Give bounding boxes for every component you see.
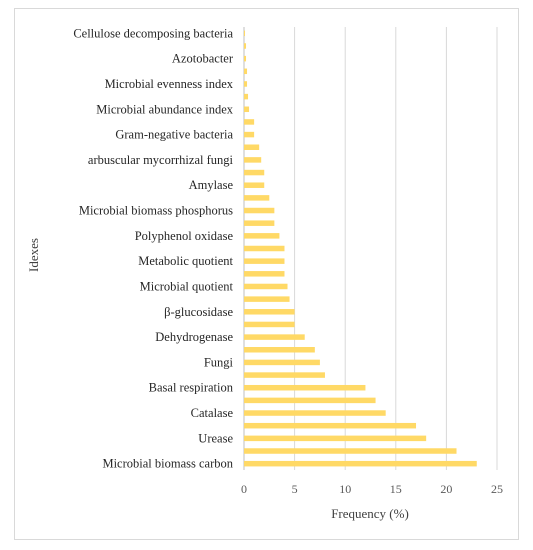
bar [244, 422, 417, 429]
bar [244, 68, 248, 75]
x-tick-label: 0 [241, 482, 247, 496]
category-label: Amylase [189, 178, 234, 192]
category-label: Cellulose decomposing bacteria [73, 26, 233, 40]
category-label: Microbial evenness index [105, 77, 234, 91]
x-tick-labels: 0 5 10 15 20 25 [241, 482, 503, 496]
bar [244, 347, 315, 353]
category-label: arbuscular mycorrhizal fungi [88, 153, 234, 167]
bar [244, 245, 285, 252]
bar [244, 93, 249, 100]
bars [244, 30, 477, 467]
bar [244, 448, 457, 454]
category-label: Microbial biomass carbon [102, 457, 233, 471]
x-tick-label: 5 [292, 482, 298, 496]
bar [244, 271, 285, 277]
category-label: Urease [198, 431, 233, 445]
category-label: Basal respiration [149, 381, 234, 395]
bar [244, 397, 376, 404]
category-label: Catalase [191, 406, 234, 420]
y-axis-title: Idexes [26, 238, 41, 272]
category-label: β-glucosidase [164, 305, 233, 319]
category-label: Fungi [204, 355, 234, 369]
category-labels: Cellulose decomposing bacteria Azotobacte… [73, 26, 234, 470]
bar [244, 283, 288, 290]
bar [244, 131, 255, 138]
bar [244, 81, 248, 87]
bar [244, 106, 250, 113]
category-label: Microbial biomass phosphorus [79, 204, 233, 218]
bar [244, 195, 270, 201]
bar [244, 309, 295, 315]
bar [244, 144, 260, 150]
bar [244, 372, 325, 378]
bar [244, 435, 427, 442]
bar [244, 296, 290, 302]
bar [244, 30, 246, 37]
gridlines [243, 27, 498, 470]
bar [244, 233, 280, 239]
category-label: Dehydrogenase [155, 330, 233, 344]
bar [244, 207, 275, 214]
bar [244, 182, 265, 188]
bar [244, 43, 247, 49]
bar [244, 258, 285, 264]
category-label: Gram-negative bacteria [115, 128, 233, 142]
category-label: Microbial quotient [140, 279, 234, 293]
bar [244, 220, 275, 226]
x-tick-label: 20 [440, 482, 452, 496]
bar [244, 55, 247, 62]
x-tick-label: 10 [339, 482, 351, 496]
x-tick-label: 15 [390, 482, 402, 496]
bar [244, 169, 265, 176]
bar [244, 460, 477, 467]
category-label: Azotobacter [172, 52, 234, 66]
bar [244, 410, 386, 416]
category-label: Microbial abundance index [96, 102, 234, 116]
category-label: Metabolic quotient [138, 254, 233, 268]
bar [244, 334, 305, 340]
bar [244, 321, 295, 328]
bar [244, 384, 366, 391]
bar [244, 157, 262, 163]
x-axis-title: Frequency (%) [331, 506, 409, 521]
x-tick-label: 25 [491, 482, 503, 496]
category-label: Polyphenol oxidase [135, 229, 234, 243]
bar [244, 359, 320, 366]
bar [244, 119, 255, 125]
